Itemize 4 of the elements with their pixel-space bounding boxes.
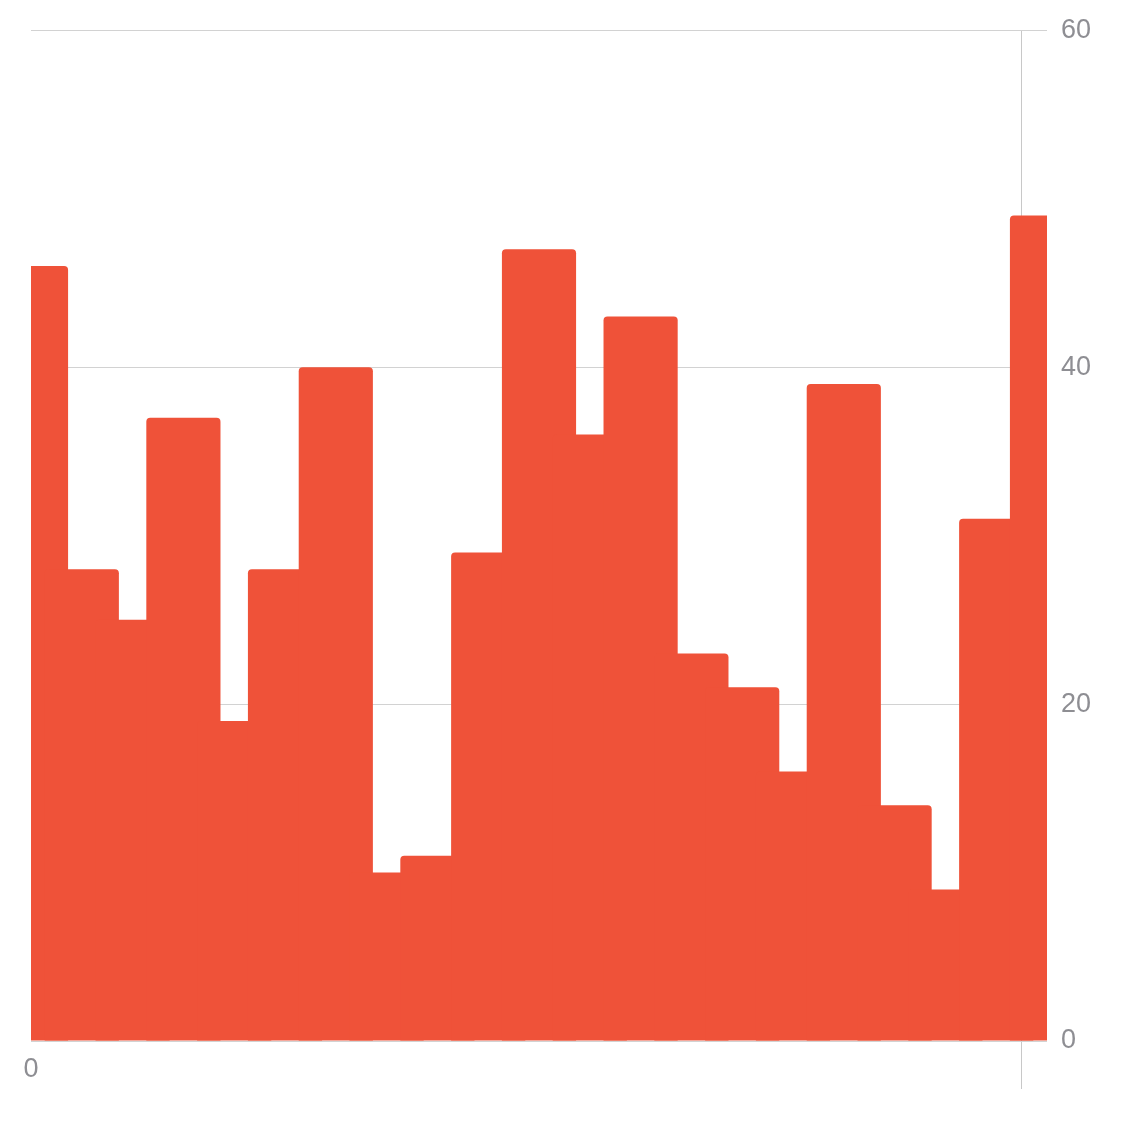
y-tick-label: 0 — [1061, 1024, 1077, 1055]
y-tick-label: 20 — [1061, 687, 1092, 718]
y-tick-label: 40 — [1061, 350, 1092, 381]
y-tick-label: 60 — [1061, 13, 1092, 44]
